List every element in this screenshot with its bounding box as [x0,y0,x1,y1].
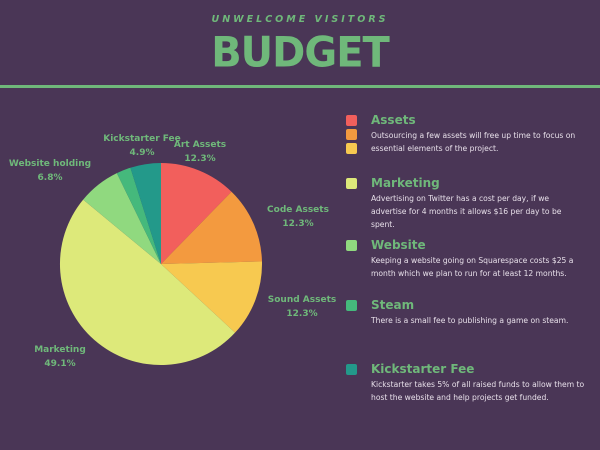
legend-title: Assets [371,113,416,127]
pie-slice-marketing [59,199,236,366]
pie-label: Sound Assets 12.3% [268,293,337,321]
pie-label-value: 12.3% [282,219,314,229]
color-swatch-icon [346,300,357,311]
pie-slice-code-assets [161,191,262,264]
legend-title: Marketing [371,176,440,190]
pie-label-name: Marketing [34,345,86,355]
pie-slice-kickstarter-fee [130,163,161,264]
color-swatch-icon [346,178,357,189]
pie-label-name: Sound Assets [267,295,337,305]
pie-label-value: 12.3% [184,154,216,164]
legend-description: There is a small fee to publishing a gam… [371,316,569,325]
legend-swatches [346,240,357,254]
pie-label: Code Assets 12.3% [267,203,329,231]
legend-title: Steam [371,298,415,312]
divider [0,85,600,88]
legend-description: Advertising on Twitter has a cost per da… [371,194,562,229]
legend-swatches [346,178,357,192]
legend-description: Kickstarter takes 5% of all raised funds… [371,380,585,402]
pie-label-value: 4.9% [129,148,155,158]
pie-label-value: 49.1% [44,359,76,369]
pie-label-value: 6.8% [37,173,63,183]
color-swatch-icon [346,364,357,375]
legend-description: Keeping a website going on Squarespace c… [371,256,574,278]
legend-title: Kickstarter Fee [371,362,475,376]
pie-svg [59,163,263,366]
legend-description: Outsourcing a few assets will free up ti… [371,131,576,153]
pie-label: Website holding 6.8% [9,157,91,185]
legend-swatches [346,364,357,378]
pie-label-name: Art Assets [173,140,227,150]
legend-title: Website [371,238,426,252]
pie-label-name: Kickstarter Fee [103,134,181,144]
legend-swatches [346,115,357,157]
color-swatch-icon [346,129,357,140]
color-swatch-icon [346,240,357,251]
color-swatch-icon [346,115,357,126]
pie-label-value: 12.3% [286,309,318,319]
pie-label-name: Code Assets [267,205,329,215]
pie-chart: Art Assets 12.3% Code Assets 12.3% Sound Ass… [0,90,340,450]
pie-label: Kickstarter Fee 4.9% [103,132,181,160]
pie-label: Art Assets 12.3% [174,138,226,166]
pie-slice-steam [116,167,161,264]
pie-slice-art-assets [161,163,232,264]
pie-label-name: Website holding [8,159,92,169]
pie-label: Marketing 49.1% [34,343,86,371]
color-swatch-icon [346,143,357,154]
page-title: BUDGET [211,28,390,78]
legend-swatches [346,300,357,314]
subtitle: UNWELCOME VISITORS [211,14,389,25]
pie-slice-sound-assets [161,261,263,333]
pie-slice-website-holding [83,173,161,264]
